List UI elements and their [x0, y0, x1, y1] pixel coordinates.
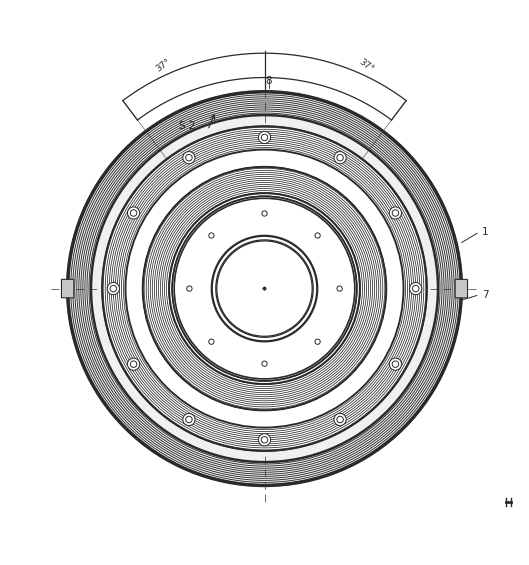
Circle shape — [209, 233, 214, 238]
Text: 7: 7 — [481, 290, 488, 299]
Circle shape — [409, 282, 422, 295]
Circle shape — [107, 282, 120, 295]
Circle shape — [315, 233, 320, 238]
Circle shape — [127, 358, 140, 370]
Circle shape — [183, 414, 195, 425]
Circle shape — [102, 126, 427, 451]
FancyBboxPatch shape — [455, 279, 468, 298]
Circle shape — [143, 167, 386, 410]
Circle shape — [413, 285, 419, 292]
Circle shape — [187, 286, 192, 291]
Circle shape — [258, 131, 271, 144]
Circle shape — [334, 151, 346, 164]
Circle shape — [337, 154, 343, 161]
Text: 1: 1 — [481, 227, 488, 237]
Circle shape — [209, 339, 214, 344]
Circle shape — [172, 196, 357, 381]
Circle shape — [186, 416, 192, 423]
Text: S 2: S 2 — [291, 312, 307, 322]
Circle shape — [127, 207, 140, 219]
Circle shape — [261, 437, 268, 443]
Circle shape — [392, 210, 399, 216]
Circle shape — [337, 416, 343, 423]
Circle shape — [68, 92, 461, 485]
Text: S 2: S 2 — [179, 121, 196, 131]
Text: 37°: 37° — [154, 57, 172, 73]
Circle shape — [130, 361, 137, 367]
Circle shape — [337, 286, 342, 291]
Circle shape — [334, 414, 346, 425]
Circle shape — [261, 134, 268, 141]
Circle shape — [262, 211, 267, 216]
Circle shape — [392, 361, 399, 367]
Circle shape — [110, 285, 116, 292]
Circle shape — [389, 207, 402, 219]
Circle shape — [130, 210, 137, 216]
Circle shape — [186, 154, 192, 161]
Text: 8: 8 — [265, 76, 272, 86]
Circle shape — [262, 361, 267, 366]
Circle shape — [263, 287, 266, 290]
Text: 37°: 37° — [357, 57, 375, 73]
Circle shape — [258, 434, 271, 446]
FancyBboxPatch shape — [61, 279, 74, 298]
Circle shape — [389, 358, 402, 370]
Circle shape — [315, 339, 320, 344]
Circle shape — [183, 151, 195, 164]
